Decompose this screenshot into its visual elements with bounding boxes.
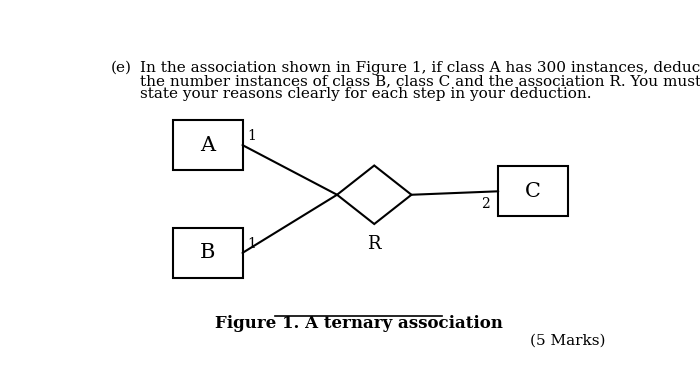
Text: R: R [368,235,381,253]
Text: state your reasons clearly for each step in your deduction.: state your reasons clearly for each step… [140,87,592,101]
Text: Figure 1. A ternary association: Figure 1. A ternary association [215,315,503,332]
Text: A: A [200,136,215,154]
Text: 1: 1 [247,237,256,251]
Text: In the association shown in Figure 1, if class A has 300 instances, deduce: In the association shown in Figure 1, if… [140,61,700,75]
FancyBboxPatch shape [498,166,568,216]
Polygon shape [337,165,412,224]
Text: (5 Marks): (5 Marks) [530,334,606,347]
Text: (e): (e) [111,61,132,75]
Text: 2: 2 [482,197,490,211]
FancyBboxPatch shape [173,228,242,278]
Text: the number instances of class B, class C and the association R. You must: the number instances of class B, class C… [140,74,700,88]
FancyBboxPatch shape [173,120,242,170]
Text: C: C [525,182,541,201]
Text: B: B [200,243,216,262]
Text: 1: 1 [247,129,256,143]
